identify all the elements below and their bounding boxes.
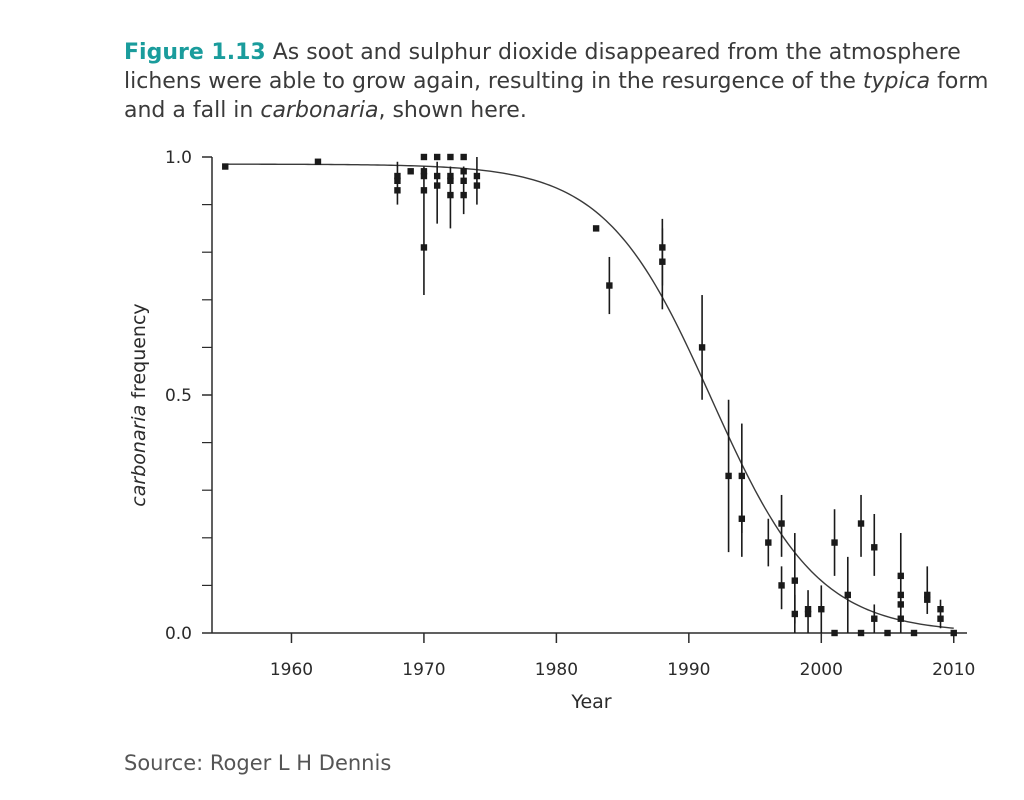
data-point xyxy=(420,153,428,161)
x-tick-label: 1970 xyxy=(402,660,445,680)
figure-caption: Figure 1.13 As soot and sulphur dioxide … xyxy=(124,38,1004,125)
data-point xyxy=(791,577,799,584)
x-tick-label: 1990 xyxy=(667,660,710,680)
data-point xyxy=(897,615,904,622)
data-point xyxy=(804,610,812,618)
caption-em-typica: typica xyxy=(862,69,931,94)
data-point xyxy=(460,168,467,175)
data-point xyxy=(950,629,957,637)
data-point xyxy=(420,172,428,180)
y-tick-label: 0.5 xyxy=(165,386,192,406)
data-point xyxy=(460,191,467,199)
x-tick-label: 2010 xyxy=(932,660,975,680)
fit-curve xyxy=(225,163,954,629)
data-point xyxy=(844,591,851,599)
data-point xyxy=(592,225,600,232)
y-axis-title-rest: frequency xyxy=(128,303,150,404)
data-point xyxy=(420,168,428,175)
data-point xyxy=(831,539,838,546)
data-point xyxy=(606,282,613,289)
data-point xyxy=(447,177,454,184)
data-point xyxy=(897,591,904,599)
data-point xyxy=(725,472,732,480)
data-point xyxy=(222,163,229,170)
caption-em-carbonaria: carbonaria xyxy=(260,98,379,123)
figure-label: Figure 1.13 xyxy=(124,40,266,65)
data-point xyxy=(804,606,812,613)
data-point xyxy=(447,172,454,180)
data-point xyxy=(910,629,918,637)
data-point xyxy=(659,258,666,265)
data-point xyxy=(924,596,931,603)
x-tick-label: 2000 xyxy=(800,660,843,680)
y-tick-label: 1.0 xyxy=(165,148,192,168)
data-point xyxy=(394,172,401,180)
data-point xyxy=(924,591,931,599)
data-point xyxy=(818,606,825,613)
data-point xyxy=(447,153,454,161)
data-point xyxy=(473,172,481,180)
data-point xyxy=(738,472,746,480)
data-point xyxy=(698,344,706,351)
data-point xyxy=(433,153,441,161)
data-point xyxy=(937,615,944,622)
data-point xyxy=(791,610,799,618)
data-point xyxy=(897,601,904,608)
y-axis-title: carbonaria frequency xyxy=(128,303,150,506)
data-point xyxy=(857,629,865,637)
data-point xyxy=(473,182,481,189)
data-point xyxy=(420,244,428,251)
data-point xyxy=(871,544,878,551)
data-point xyxy=(407,168,414,175)
y-axis-title-italic: carbonaria xyxy=(128,405,150,507)
data-point xyxy=(738,515,746,522)
data-point xyxy=(884,629,891,637)
caption-text-1: As soot and sulphur dioxide disappeared … xyxy=(124,40,961,94)
caption-text-3: , shown here. xyxy=(378,98,527,123)
source-credit: Source: Roger L H Dennis xyxy=(124,751,392,775)
data-point xyxy=(897,572,904,580)
y-tick-label: 0.0 xyxy=(165,624,192,644)
data-point xyxy=(460,153,467,161)
caption-text-2: form and a fall in xyxy=(124,69,989,123)
data-point xyxy=(871,615,878,622)
x-axis-title: Year xyxy=(570,691,611,713)
data-point xyxy=(460,177,467,184)
data-point xyxy=(394,187,401,194)
data-point xyxy=(314,158,322,165)
data-point xyxy=(765,539,772,546)
data-point xyxy=(433,182,441,189)
data-point xyxy=(778,520,785,527)
data-point xyxy=(778,582,785,589)
data-point xyxy=(937,606,944,613)
data-point xyxy=(394,177,401,184)
x-tick-label: 1980 xyxy=(535,660,578,680)
x-tick-label: 1960 xyxy=(270,660,313,680)
data-point xyxy=(447,191,454,199)
data-point xyxy=(420,187,428,194)
data-point xyxy=(831,629,838,637)
data-point xyxy=(659,244,666,251)
carbonaria-frequency-chart: 0.0 0.5 1.0 1960 1970 1980 1990 2000 2010 Year car… xyxy=(128,148,975,713)
data-point xyxy=(433,172,441,180)
data-point xyxy=(857,520,865,527)
